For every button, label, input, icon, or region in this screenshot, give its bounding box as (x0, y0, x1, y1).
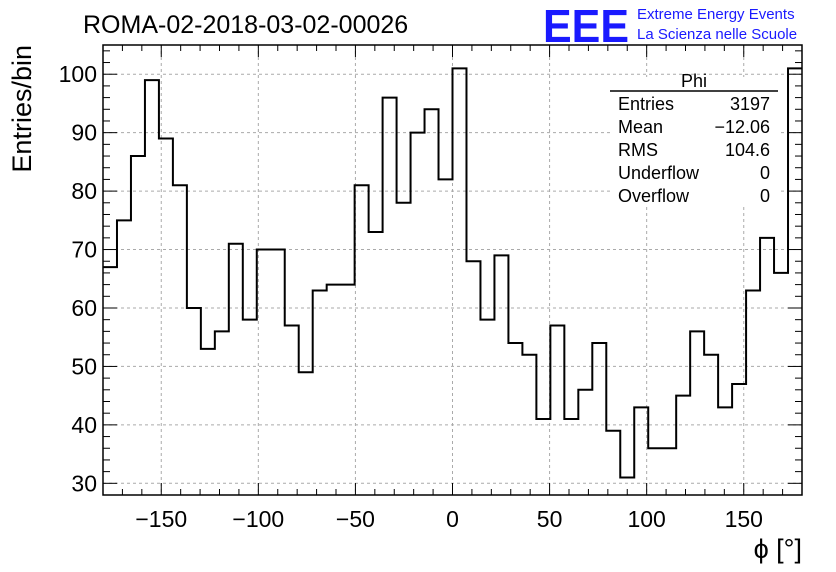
stats-row-label: RMS (618, 140, 658, 160)
stats-row-label: Mean (618, 117, 663, 137)
y-tick-label: 50 (71, 353, 97, 379)
x-tick-label: −150 (135, 506, 187, 532)
x-tick-label: 150 (725, 506, 763, 532)
histogram-series-line (103, 67, 802, 479)
stats-box: Phi Entries 3197 Mean −12.06 RMS 104.6 Underfl… (610, 71, 778, 207)
stats-row-label: Overflow (618, 186, 690, 206)
x-tick-label: −100 (232, 506, 284, 532)
stats-rows: Entries 3197 Mean −12.06 RMS 104.6 Underflow 0 O… (618, 94, 770, 206)
logo-line-2: La Scienza nelle Scuole (637, 26, 797, 43)
stats-row-value: 0 (760, 163, 770, 183)
stats-row-value: 3197 (730, 94, 770, 114)
x-axis-ticks: −150 −100 −50 0 50 100 150 (102, 45, 803, 532)
x-axis-label: ϕ [°] (754, 534, 802, 564)
chart-title: ROMA-02-2018-03-02-00026 (83, 11, 408, 39)
y-tick-label: 40 (71, 412, 97, 438)
y-axis-ticks: 30 40 50 60 70 80 90 100 (59, 50, 802, 496)
y-tick-label: 30 (71, 470, 97, 496)
y-tick-label: 60 (71, 295, 97, 321)
eee-logo: EEE Extreme Energy Events La Scienza nel… (543, 0, 797, 52)
stats-box-background (610, 77, 778, 207)
stats-row-value: 104.6 (725, 140, 770, 160)
logo-line-1: Extreme Energy Events (637, 6, 795, 23)
stats-row-value: 0 (760, 186, 770, 206)
x-tick-label: 50 (537, 506, 563, 532)
y-tick-label: 90 (71, 120, 97, 146)
stats-row-label: Underflow (618, 163, 700, 183)
x-tick-label: 100 (627, 506, 665, 532)
y-tick-label: 100 (59, 61, 97, 87)
stats-title: Phi (681, 71, 707, 91)
x-tick-label: −50 (336, 506, 375, 532)
x-tick-label: 0 (446, 506, 459, 532)
y-tick-label: 80 (71, 178, 97, 204)
stats-row-value: −12.06 (714, 117, 770, 137)
y-axis-label: Entries/bin (7, 45, 37, 173)
stats-row-label: Entries (618, 94, 674, 114)
y-tick-label: 70 (71, 237, 97, 263)
logo-mark: EEE (543, 0, 629, 52)
